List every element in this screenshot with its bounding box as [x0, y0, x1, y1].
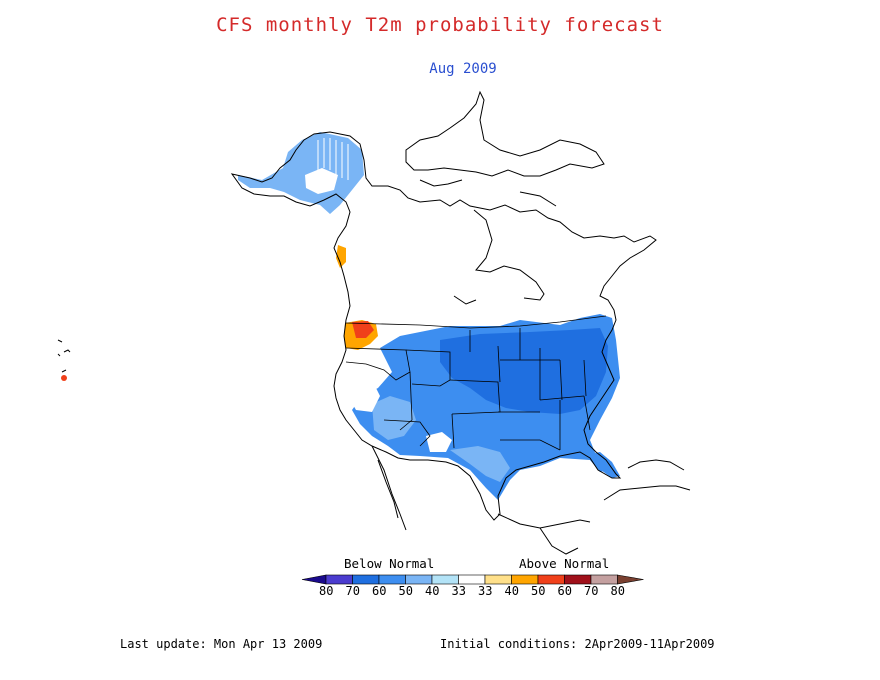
legend-tick-label: 60	[372, 584, 387, 598]
colorbar-bin	[378, 574, 406, 585]
conus-light-blue-fringe	[372, 396, 416, 440]
legend-tick-label: 50	[398, 584, 413, 598]
legend-tick-label: 33	[478, 584, 493, 598]
conus-strong-below-normal	[440, 328, 608, 414]
legend-tick-label: 80	[319, 584, 334, 598]
legend-tick-label: 33	[451, 584, 466, 598]
colorbar-bin	[352, 574, 380, 585]
colorbar-bin	[431, 574, 459, 585]
last-update-text: Last update: Mon Apr 13 2009	[120, 637, 323, 651]
state-borders	[345, 315, 607, 451]
forecast-month: Aug 2009	[429, 61, 497, 77]
colorbar-bin	[564, 574, 592, 585]
bc-coast-warm-spots	[336, 245, 346, 268]
legend-tick-label: 60	[557, 584, 572, 598]
legend-tick-label: 40	[425, 584, 440, 598]
alaska-light-patch	[305, 168, 338, 194]
texas-light-area	[450, 446, 510, 482]
colorbar-bin	[484, 574, 512, 585]
forecast-map	[57, 90, 691, 555]
legend-tick-label: 70	[584, 584, 599, 598]
colorbar-bin	[458, 574, 486, 585]
colorbar-bin	[405, 574, 433, 585]
colorbar-arrow-left	[301, 574, 327, 585]
colorbar-bin	[590, 574, 618, 585]
pacific-northwest-warm-core	[352, 321, 374, 338]
colorbar-bin	[511, 574, 539, 585]
florida-below-normal	[585, 452, 620, 478]
chart-title: CFS monthly T2m probability forecast	[216, 14, 664, 36]
legend-tick-label: 70	[345, 584, 360, 598]
colorbar-bin	[537, 574, 565, 585]
hawaii-warm-spot	[61, 375, 67, 381]
initial-conditions-text: Initial conditions: 2Apr2009-11Apr2009	[440, 637, 715, 651]
alaska-below-normal-area	[238, 132, 364, 214]
colorbar-bin	[325, 574, 353, 585]
hawaii-islands	[57, 339, 71, 373]
legend-ticks: 80 70 60 50 40 33 33 40 50 60 70 80	[0, 584, 880, 600]
legend-tick-label: 80	[610, 584, 625, 598]
colorbar-arrow-right	[617, 574, 644, 585]
alaska-stripe-lines	[317, 138, 349, 180]
below-normal-label: Below Normal	[344, 556, 435, 571]
southwest-white-gap	[426, 432, 452, 452]
legend-colorbar	[301, 574, 644, 585]
above-normal-label: Above Normal	[519, 556, 610, 571]
coastline-outlines	[230, 90, 691, 555]
legend-tick-label: 40	[504, 584, 519, 598]
great-basin-white-gap	[348, 380, 380, 412]
legend-tick-label: 50	[531, 584, 546, 598]
